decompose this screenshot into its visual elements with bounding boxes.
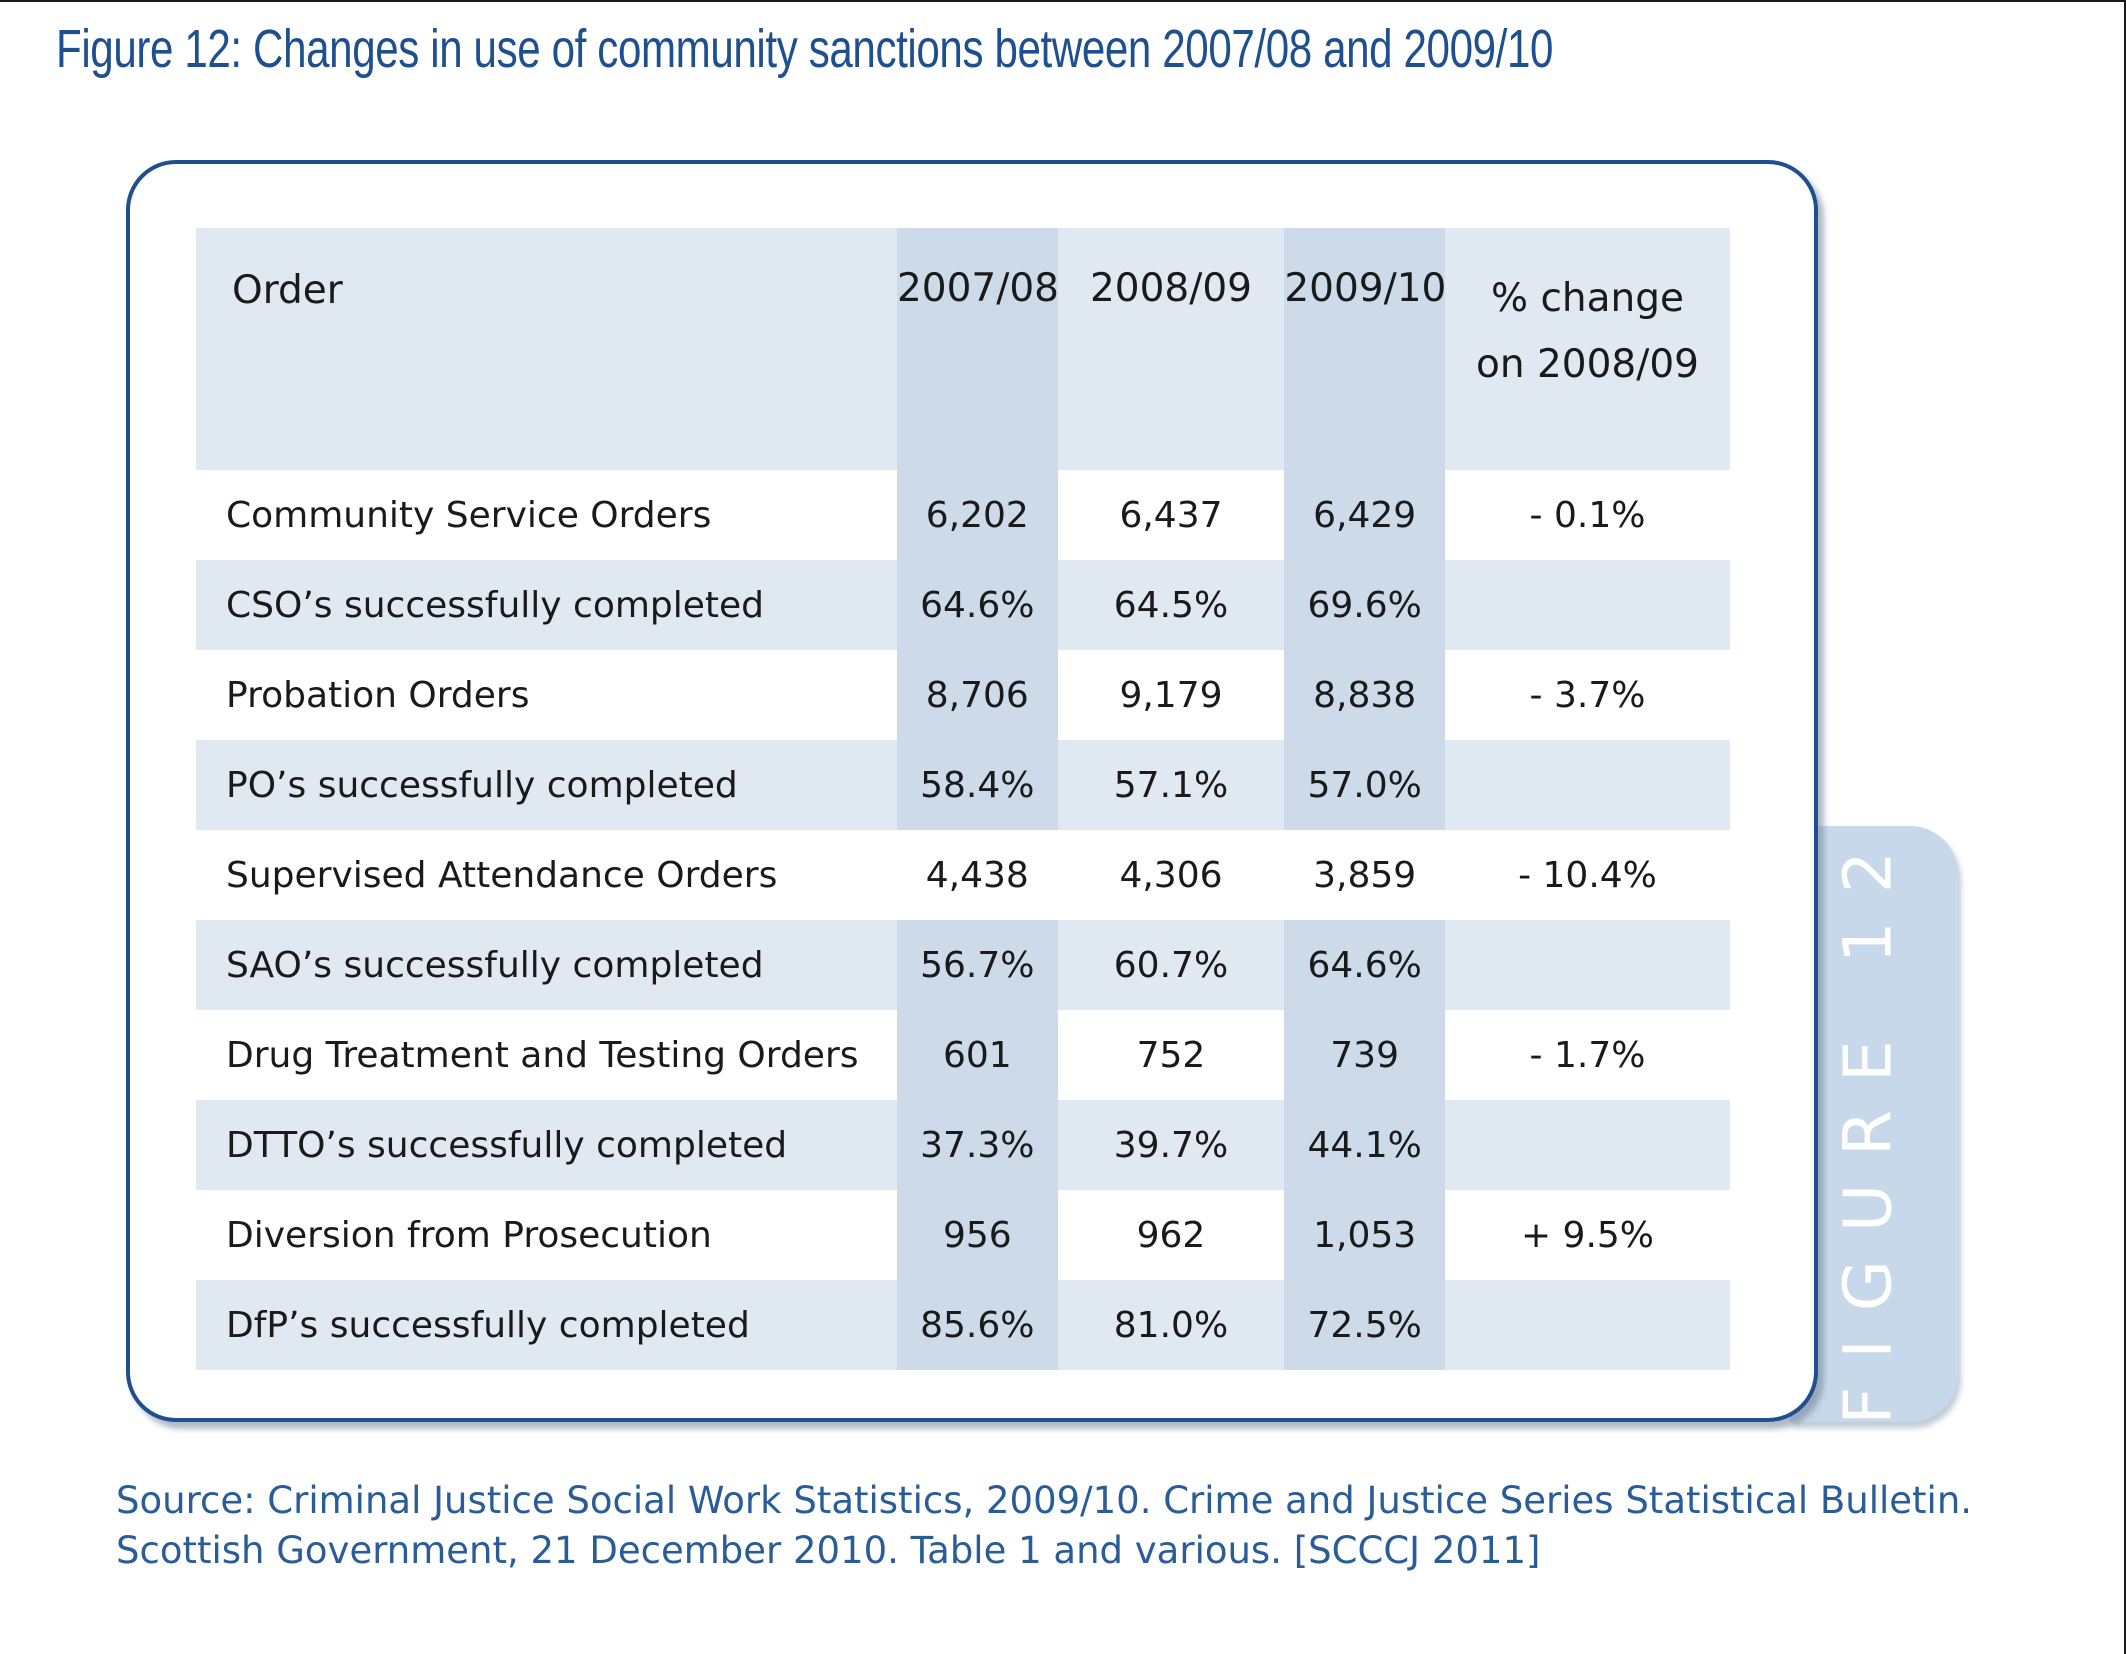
figure-title: Figure 12: Changes in use of community s…	[56, 19, 1554, 79]
cell-order: CSO’s successfully completed	[196, 560, 897, 650]
cell-2009-10: 6,429	[1284, 470, 1445, 560]
cell-2007-08: 956	[896, 1190, 1058, 1280]
cell-2007-08: 8,706	[896, 650, 1058, 740]
cell-percent-change: - 1.7%	[1444, 1010, 1730, 1100]
source-note: Source: Criminal Justice Social Work Sta…	[116, 1476, 2016, 1576]
cell-2008-09: 64.5%	[1057, 560, 1285, 650]
header-2007-08: 2007/08	[896, 228, 1059, 470]
cell-order: Diversion from Prosecution	[196, 1190, 897, 1280]
cell-order: Drug Treatment and Testing Orders	[196, 1010, 897, 1100]
table-row: Probation Orders 8,706 9,179 8,838- 3.7%	[196, 650, 1730, 740]
cell-2008-09: 39.7%	[1057, 1100, 1285, 1190]
table-header-row: Order 2007/08 2008/09 2009/10 % change o…	[196, 228, 1730, 470]
header-2008-09: 2008/09	[1057, 228, 1285, 470]
cell-2008-09: 60.7%	[1057, 920, 1285, 1010]
cell-2008-09: 6,437	[1057, 470, 1285, 560]
cell-order: Supervised Attendance Orders	[196, 830, 897, 920]
cell-percent-change	[1444, 740, 1730, 830]
cell-2009-10: 64.6%	[1284, 920, 1445, 1010]
cell-2009-10: 44.1%	[1284, 1100, 1445, 1190]
cell-percent-change: - 0.1%	[1444, 470, 1730, 560]
top-border	[0, 0, 2126, 2]
table-row: Diversion from Prosecution 956 962 1,053 + 9…	[196, 1190, 1730, 1280]
header-percent-change: % change on 2008/09	[1444, 228, 1730, 470]
cell-2007-08: 601	[896, 1010, 1058, 1100]
source-line-1: Source: Criminal Justice Social Work Sta…	[116, 1479, 1973, 1522]
cell-percent-change: - 10.4%	[1444, 830, 1730, 920]
header-change-line-1: % change	[1490, 276, 1684, 321]
cell-2008-09: 4,306	[1057, 830, 1285, 920]
cell-percent-change	[1444, 1280, 1730, 1370]
cell-order: DfP’s successfully completed	[196, 1280, 897, 1370]
cell-2007-08: 37.3%	[896, 1100, 1058, 1190]
cell-2007-08: 85.6%	[896, 1280, 1058, 1370]
source-line-2: Scottish Government, 21 December 2010. T…	[116, 1529, 1541, 1572]
table-row: SAO’s successfully completed 56.7% 60.7% 64…	[196, 920, 1730, 1010]
cell-2008-09: 57.1%	[1057, 740, 1285, 830]
cell-2007-08: 6,202	[896, 470, 1058, 560]
cell-2007-08: 56.7%	[896, 920, 1058, 1010]
sanctions-table: Order 2007/08 2008/09 2009/10 % change o…	[196, 228, 1730, 1370]
cell-2009-10: 739	[1284, 1010, 1445, 1100]
cell-2009-10: 8,838	[1284, 650, 1445, 740]
table-row: DTTO’s successfully completed 37.3% 39.7% 4…	[196, 1100, 1730, 1190]
cell-percent-change: - 3.7%	[1444, 650, 1730, 740]
cell-order: DTTO’s successfully completed	[196, 1100, 897, 1190]
cell-2007-08: 64.6%	[896, 560, 1058, 650]
cell-2007-08: 4,438	[896, 830, 1058, 920]
figure-side-tab	[1790, 826, 1958, 1422]
cell-order: Probation Orders	[196, 650, 897, 740]
cell-percent-change	[1444, 560, 1730, 650]
cell-order: Community Service Orders	[196, 470, 897, 560]
cell-2008-09: 81.0%	[1057, 1280, 1285, 1370]
cell-order: PO’s successfully completed	[196, 740, 897, 830]
table-row: Community Service Orders 6,202 6,437 6,429-…	[196, 470, 1730, 560]
cell-2008-09: 9,179	[1057, 650, 1285, 740]
cell-2009-10: 57.0%	[1284, 740, 1445, 830]
cell-2007-08: 58.4%	[896, 740, 1058, 830]
table-row: DfP’s successfully completed 85.6% 81.0% 72…	[196, 1280, 1730, 1370]
cell-2009-10: 72.5%	[1284, 1280, 1445, 1370]
table-row: PO’s successfully completed 58.4% 57.1% 57.…	[196, 740, 1730, 830]
cell-percent-change	[1444, 920, 1730, 1010]
cell-2008-09: 752	[1057, 1010, 1285, 1100]
cell-2009-10: 3,859	[1284, 830, 1445, 920]
header-2009-10: 2009/10	[1284, 228, 1446, 470]
right-border	[2124, 0, 2126, 1654]
header-change-line-2: on 2008/09	[1475, 342, 1699, 387]
table-row: CSO’s successfully completed 64.6% 64.5% 69…	[196, 560, 1730, 650]
table-row: Supervised Attendance Orders 4,438 4,306 3,…	[196, 830, 1730, 920]
cell-2009-10: 69.6%	[1284, 560, 1445, 650]
figure-side-label: FIGURE 12	[1829, 823, 1907, 1425]
cell-order: SAO’s successfully completed	[196, 920, 897, 1010]
header-order: Order	[196, 228, 897, 470]
table-row: Drug Treatment and Testing Orders 601 752 7…	[196, 1010, 1730, 1100]
cell-2008-09: 962	[1057, 1190, 1285, 1280]
cell-2009-10: 1,053	[1284, 1190, 1445, 1280]
cell-percent-change: + 9.5%	[1444, 1190, 1730, 1280]
cell-percent-change	[1444, 1100, 1730, 1190]
